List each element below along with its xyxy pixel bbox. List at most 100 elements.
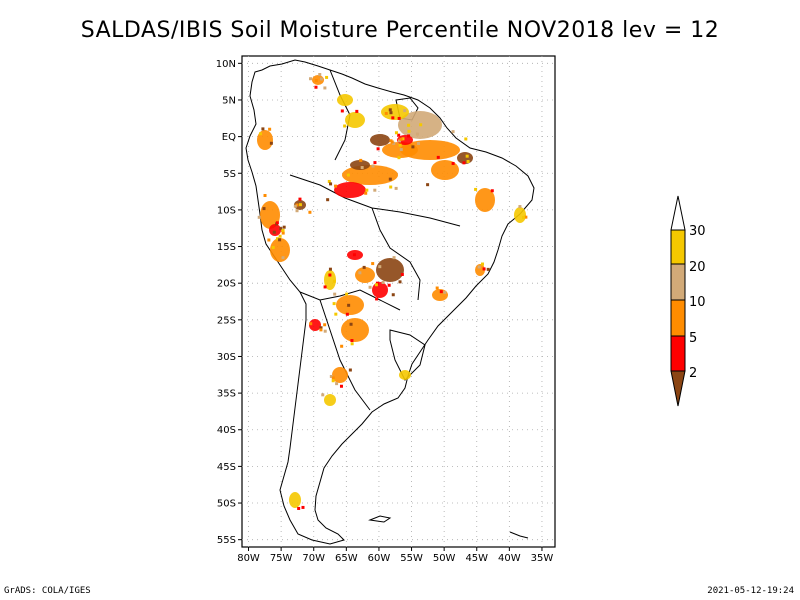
soil-moisture-field	[257, 73, 528, 510]
percentile-patch	[372, 282, 388, 298]
lon-tick-label: 45W	[465, 553, 488, 564]
percentile-speckle	[314, 79, 318, 83]
percentile-speckle	[347, 303, 351, 307]
percentile-speckle	[340, 109, 344, 113]
percentile-speckle	[275, 221, 279, 225]
percentile-patch	[381, 104, 409, 120]
percentile-speckle	[331, 379, 335, 383]
percentile-speckle	[397, 133, 401, 137]
percentile-speckle	[482, 267, 486, 271]
percentile-speckle	[451, 130, 455, 134]
percentile-speckle	[328, 267, 332, 271]
percentile-patch	[312, 75, 324, 85]
percentile-speckle	[272, 230, 276, 234]
percentile-patch	[334, 182, 366, 198]
lat-tick-label: EQ	[222, 132, 236, 143]
percentile-patch	[345, 112, 365, 128]
lat-tick-label: 20S	[217, 279, 236, 290]
percentile-speckle	[365, 188, 369, 192]
percentile-speckle	[384, 111, 388, 115]
lon-tick-label: 65W	[335, 553, 358, 564]
percentile-speckle	[368, 285, 372, 289]
percentile-speckle	[375, 297, 379, 301]
percentile-speckle	[474, 187, 478, 191]
percentile-speckle	[373, 188, 377, 192]
percentile-speckle	[359, 158, 363, 162]
percentile-patch	[332, 367, 348, 383]
percentile-speckle	[314, 85, 318, 89]
percentile-speckle	[319, 77, 323, 81]
percentile-speckle	[397, 156, 401, 160]
percentile-speckle	[376, 147, 380, 151]
colorbar-segment-20-30	[670, 229, 686, 265]
percentile-speckle	[321, 393, 325, 397]
percentile-patch	[397, 135, 413, 145]
percentile-speckle	[271, 246, 275, 250]
percentile-speckle	[332, 279, 336, 283]
percentile-speckle	[323, 323, 327, 327]
percentile-speckle	[415, 132, 419, 136]
percentile-speckle	[257, 215, 261, 219]
percentile-speckle	[318, 73, 322, 77]
percentile-speckle	[399, 148, 403, 152]
colorbar-label-20: 20	[689, 260, 706, 275]
lat-tick-label: 10S	[217, 205, 236, 216]
percentile-speckle	[462, 161, 466, 165]
lon-tick-label: 40W	[498, 553, 521, 564]
percentile-speckle	[439, 290, 443, 294]
percentile-speckle	[371, 262, 375, 266]
lon-tick-label: 75W	[270, 553, 293, 564]
lat-tick-label: 50S	[217, 499, 236, 510]
percentile-speckle	[464, 137, 468, 141]
percentile-speckle	[282, 225, 286, 229]
lon-tick-label: 50W	[433, 553, 456, 564]
percentile-speckle	[326, 198, 330, 202]
percentile-patch	[269, 224, 281, 236]
percentile-speckle	[269, 141, 273, 145]
percentile-patch	[399, 370, 411, 380]
longitude-tick-labels: 80W 75W 70W 65W 60W 55W 50W 45W 40W 35W	[237, 547, 553, 564]
lat-tick-label: 40S	[217, 425, 236, 436]
percentile-speckle	[309, 77, 313, 81]
percentile-speckle	[465, 154, 469, 158]
percentile-speckle	[358, 271, 362, 275]
percentile-speckle	[350, 342, 354, 346]
latitude-tick-labels: 10N 5N EQ 5S 10S 15S 20S 25S 30S 35S 40S 45S 50S 55S	[216, 59, 242, 546]
percentile-speckle	[297, 506, 301, 510]
percentile-speckle	[327, 179, 331, 183]
percentile-speckle	[328, 273, 332, 277]
percentile-speckle	[323, 86, 327, 90]
percentile-speckle	[387, 283, 391, 287]
percentile-speckle	[371, 164, 375, 168]
percentile-speckle	[477, 265, 481, 269]
colorbar: 30 20 10 5 2	[670, 195, 706, 407]
percentile-patch	[355, 267, 375, 283]
percentile-speckle	[403, 109, 407, 113]
colorbar-label-10: 10	[689, 295, 706, 310]
percentile-speckle	[391, 293, 395, 297]
percentile-speckle	[522, 215, 526, 219]
lon-tick-label: 80W	[237, 553, 260, 564]
percentile-patch	[475, 264, 485, 276]
percentile-speckle	[399, 137, 403, 141]
colorbar-arrow-top	[670, 195, 686, 231]
percentile-speckle	[375, 281, 379, 285]
percentile-speckle	[348, 368, 352, 372]
percentile-speckle	[333, 292, 337, 296]
percentile-patch	[431, 160, 459, 180]
percentile-speckle	[346, 173, 350, 177]
percentile-patch	[289, 492, 301, 508]
percentile-speckle	[268, 127, 272, 131]
percentile-patch	[324, 394, 336, 406]
percentile-speckle	[388, 177, 392, 181]
percentile-speckle	[325, 75, 329, 79]
percentile-speckle	[329, 182, 333, 186]
percentile-speckle	[349, 322, 353, 326]
percentile-patch	[376, 258, 404, 282]
percentile-speckle	[345, 312, 349, 316]
lon-tick-label: 70W	[302, 553, 325, 564]
lat-tick-label: 5N	[222, 95, 236, 106]
lat-tick-label: 30S	[217, 352, 236, 363]
percentile-speckle	[278, 238, 282, 242]
